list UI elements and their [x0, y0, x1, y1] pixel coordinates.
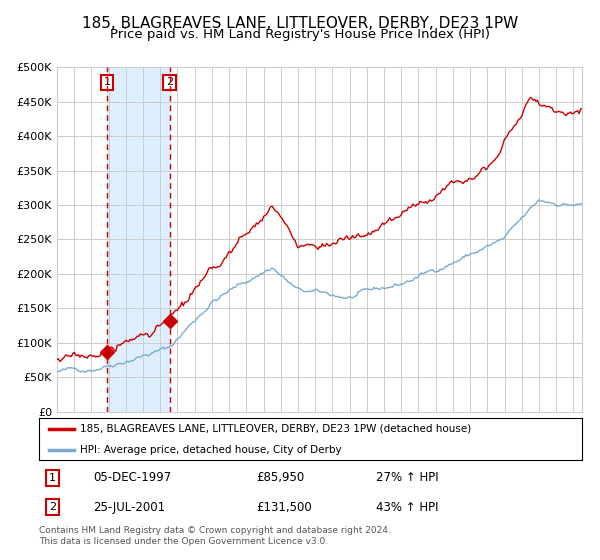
Text: Contains HM Land Registry data © Crown copyright and database right 2024.
This d: Contains HM Land Registry data © Crown c…: [39, 526, 391, 546]
Text: 2: 2: [166, 77, 173, 87]
Text: 2: 2: [49, 502, 56, 512]
Text: 27% ↑ HPI: 27% ↑ HPI: [376, 472, 438, 484]
Text: 1: 1: [104, 77, 111, 87]
Text: 185, BLAGREAVES LANE, LITTLEOVER, DERBY, DE23 1PW (detached house): 185, BLAGREAVES LANE, LITTLEOVER, DERBY,…: [80, 424, 471, 434]
Text: 25-JUL-2001: 25-JUL-2001: [94, 501, 166, 514]
Text: £131,500: £131,500: [256, 501, 312, 514]
Text: 43% ↑ HPI: 43% ↑ HPI: [376, 501, 438, 514]
Text: Price paid vs. HM Land Registry's House Price Index (HPI): Price paid vs. HM Land Registry's House …: [110, 28, 490, 41]
Bar: [107, 67, 170, 412]
Text: £85,950: £85,950: [256, 472, 304, 484]
Text: 185, BLAGREAVES LANE, LITTLEOVER, DERBY, DE23 1PW: 185, BLAGREAVES LANE, LITTLEOVER, DERBY,…: [82, 16, 518, 31]
Text: 1: 1: [49, 473, 56, 483]
Text: HPI: Average price, detached house, City of Derby: HPI: Average price, detached house, City…: [80, 445, 341, 455]
Text: 05-DEC-1997: 05-DEC-1997: [94, 472, 172, 484]
